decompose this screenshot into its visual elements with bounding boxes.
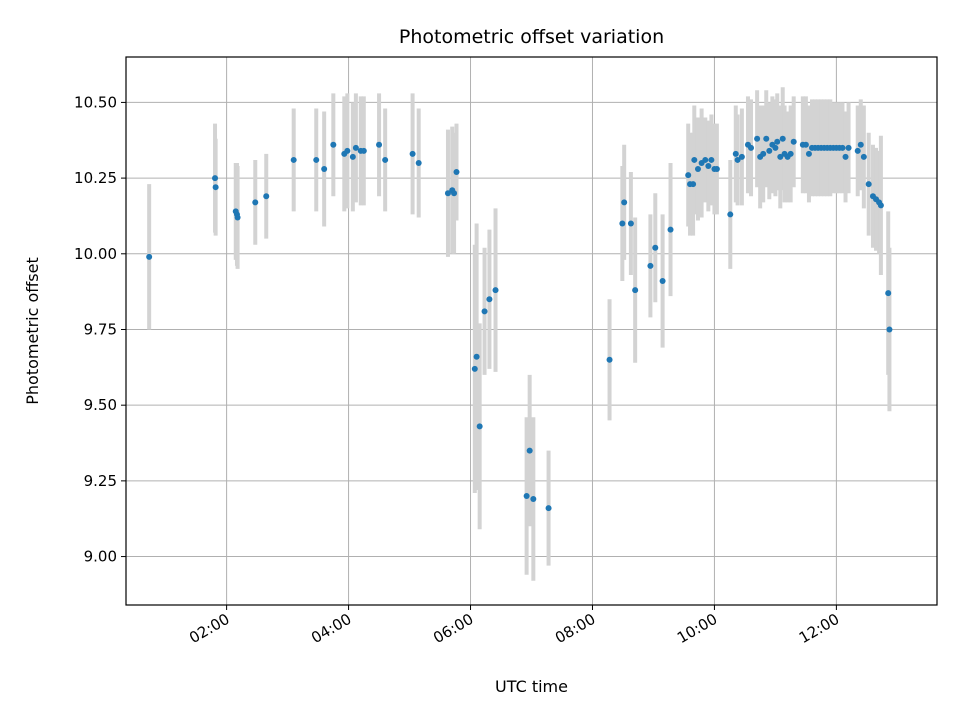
- y-tick-label: 10.00: [74, 245, 117, 263]
- data-point: [694, 166, 701, 173]
- data-point: [754, 135, 761, 142]
- data-point: [415, 159, 422, 166]
- data-point: [627, 220, 634, 227]
- y-tick-label: 9.25: [84, 472, 117, 490]
- data-point: [702, 156, 709, 163]
- data-point: [451, 190, 458, 197]
- data-point: [321, 166, 328, 173]
- data-point: [763, 135, 770, 142]
- data-point: [845, 144, 852, 151]
- data-point: [691, 156, 698, 163]
- data-point: [708, 156, 715, 163]
- data-point: [290, 156, 297, 163]
- data-point: [352, 144, 359, 151]
- data-point: [212, 184, 219, 191]
- data-point: [360, 147, 367, 154]
- data-point: [738, 153, 745, 160]
- data-point: [659, 278, 666, 285]
- data-point: [349, 153, 356, 160]
- data-point: [606, 356, 613, 363]
- data-point: [234, 214, 241, 221]
- y-tick-label: 9.75: [84, 320, 117, 338]
- y-tick-label: 10.50: [74, 93, 117, 111]
- data-point: [865, 181, 872, 188]
- data-point: [667, 226, 674, 233]
- y-tick-label: 9.50: [84, 396, 117, 414]
- data-point: [802, 141, 809, 148]
- data-point: [632, 287, 639, 294]
- data-point: [787, 150, 794, 157]
- data-point: [652, 244, 659, 251]
- data-point: [854, 147, 861, 154]
- data-point: [330, 141, 337, 148]
- data-point: [619, 220, 626, 227]
- data-point: [523, 493, 530, 500]
- y-axis-label: Photometric offset: [23, 257, 42, 405]
- data-point: [748, 144, 755, 151]
- data-point: [685, 172, 692, 179]
- data-point: [382, 156, 389, 163]
- data-point: [713, 166, 720, 173]
- data-point: [734, 156, 741, 163]
- data-point: [492, 287, 499, 294]
- y-tick-label: 9.00: [84, 548, 117, 566]
- data-point: [212, 175, 219, 182]
- data-point: [766, 147, 773, 154]
- data-point: [805, 150, 812, 157]
- data-point: [842, 153, 849, 160]
- data-point: [444, 190, 451, 197]
- data-point: [647, 262, 654, 269]
- data-point: [621, 199, 628, 206]
- data-point: [860, 153, 867, 160]
- data-point: [877, 202, 884, 209]
- plot-frame: [125, 56, 938, 606]
- data-point: [471, 365, 478, 372]
- data-point: [313, 156, 320, 163]
- data-point: [760, 150, 767, 157]
- data-point: [705, 162, 712, 169]
- data-point: [886, 326, 893, 333]
- data-point: [857, 141, 864, 148]
- data-point: [790, 138, 797, 145]
- grid: [126, 57, 937, 605]
- data-point: [344, 147, 351, 154]
- data-point: [732, 150, 739, 157]
- chart-title: Photometric offset variation: [399, 26, 664, 48]
- data-point: [263, 193, 270, 200]
- data-point: [409, 150, 416, 157]
- data-point: [885, 290, 892, 297]
- data-point: [839, 144, 846, 151]
- y-tick-label: 10.25: [74, 169, 117, 187]
- data-point: [545, 505, 552, 512]
- data-point: [146, 253, 153, 260]
- y-axis-ticks: 9.00 9.25 9.50 9.75 10.00 10.25 10.50: [74, 93, 126, 566]
- data-point: [476, 423, 483, 430]
- data-point: [453, 169, 460, 176]
- data-point: [690, 181, 697, 188]
- data-point: [526, 447, 533, 454]
- data-points: [146, 135, 893, 512]
- data-point: [252, 199, 259, 206]
- x-axis-label: UTC time: [495, 677, 568, 696]
- data-point: [777, 153, 784, 160]
- data-point: [772, 144, 779, 151]
- data-point: [376, 141, 383, 148]
- data-point: [473, 353, 480, 360]
- data-point: [486, 296, 493, 303]
- data-point: [530, 496, 537, 503]
- data-point: [779, 135, 786, 142]
- data-point: [481, 308, 488, 315]
- data-point: [774, 138, 781, 145]
- data-point: [727, 211, 734, 218]
